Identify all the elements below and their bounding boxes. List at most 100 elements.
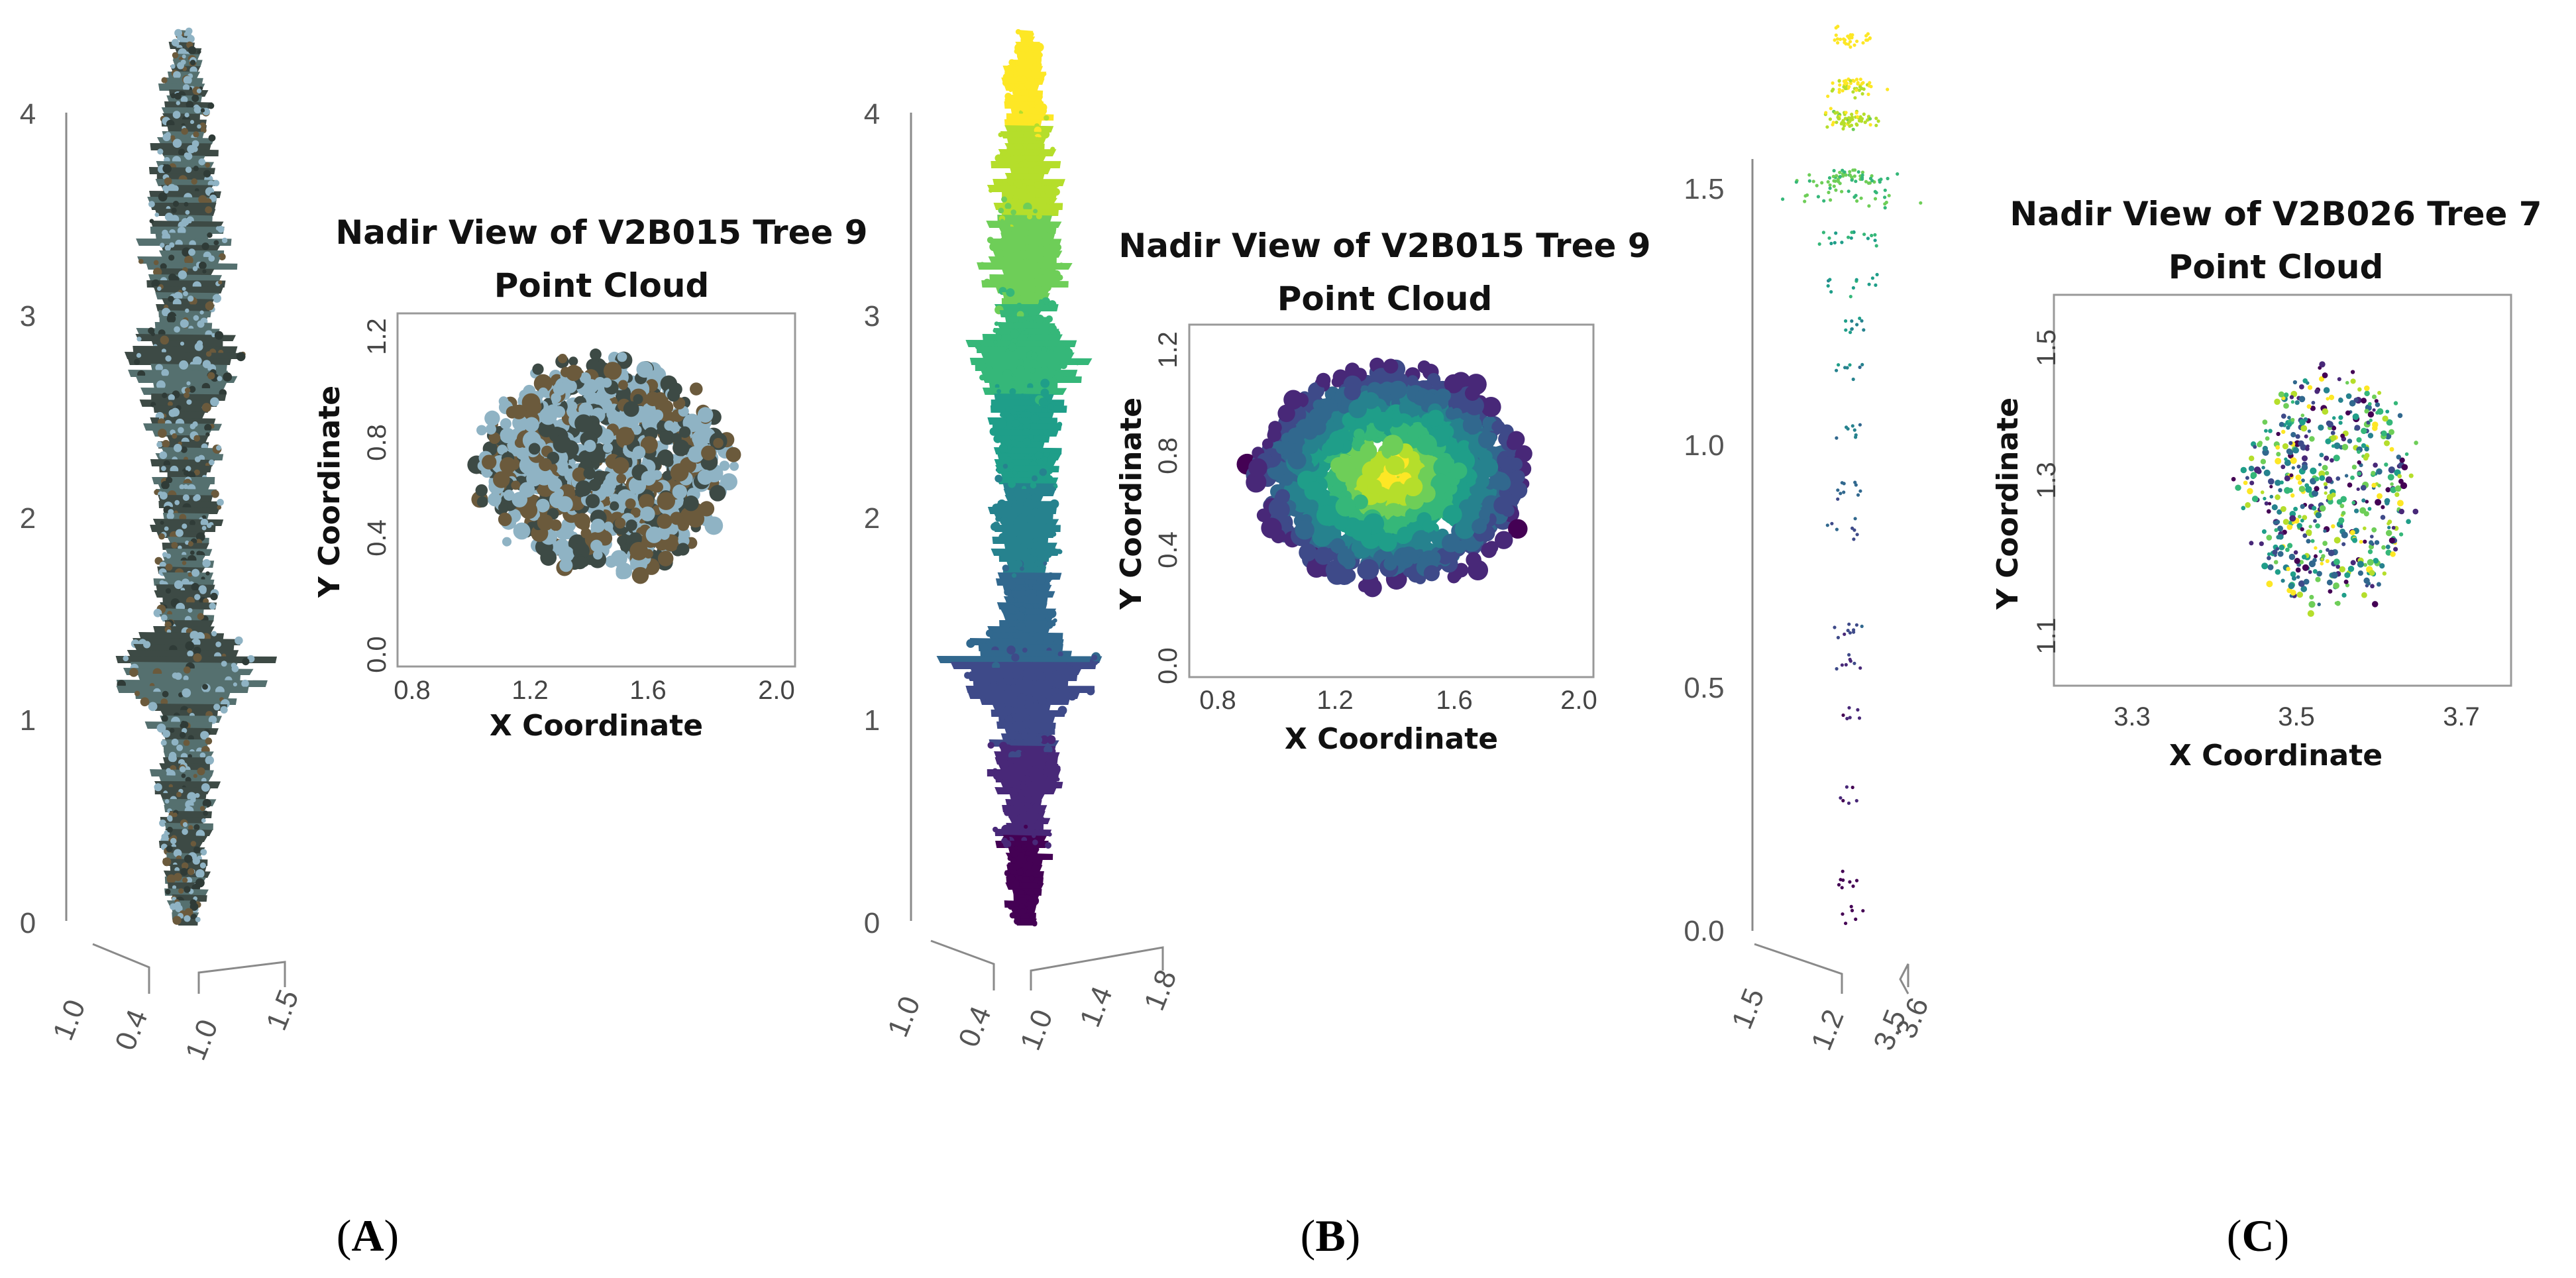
tree-point (235, 636, 243, 645)
tree-point (1887, 193, 1891, 197)
tree-point (182, 828, 188, 835)
nadir-point (2319, 361, 2326, 368)
tree-point (1836, 178, 1840, 182)
tree-point (1025, 869, 1034, 877)
tree-point (1030, 352, 1038, 359)
tree-point (1852, 43, 1856, 47)
tree-point (200, 849, 207, 856)
tree-point (1866, 38, 1870, 42)
nadir-point (2376, 582, 2381, 587)
tree-point (172, 433, 178, 439)
tree-point (1022, 272, 1030, 280)
tree-point (987, 237, 994, 244)
tree-point (1026, 39, 1034, 47)
tree-point (185, 210, 190, 215)
nadir-point (2377, 408, 2384, 415)
tree-point (178, 888, 184, 894)
tree-point (1051, 531, 1057, 537)
tree-point (213, 180, 220, 187)
nadir-point (2338, 517, 2345, 524)
tree-point (1004, 456, 1012, 464)
tree-point (1022, 437, 1031, 446)
tree-point (1850, 231, 1854, 235)
tree-point (1010, 329, 1020, 339)
nadir-point (1400, 546, 1418, 564)
tree-point (1004, 684, 1012, 693)
tree-point (1041, 407, 1047, 414)
tree-point (205, 351, 212, 357)
nadir-point (2331, 524, 2335, 529)
nadir-point (1403, 477, 1423, 497)
nadir-point (1344, 383, 1361, 401)
tree-point (157, 148, 164, 155)
tree-point (1866, 237, 1870, 240)
tree-point (194, 456, 201, 462)
tree-segment (146, 262, 238, 270)
tree-point (1829, 107, 1833, 111)
tree-point (180, 319, 189, 328)
nadir-point (497, 445, 508, 455)
tree-point (1016, 784, 1022, 790)
tree-point (1854, 78, 1859, 81)
tree-segment (158, 501, 222, 508)
tree-point (1830, 521, 1834, 525)
nadir-point (2327, 421, 2334, 428)
tree-point (1030, 367, 1036, 374)
nadir-point (2304, 434, 2308, 439)
tree-point (207, 232, 213, 239)
tree-point (1013, 217, 1022, 226)
tree-point (1007, 462, 1014, 470)
y-tick-label: 0.8 (362, 424, 392, 461)
x-tick-label: 2.0 (1560, 686, 1597, 715)
tree-point (1816, 195, 1820, 199)
tree-point (201, 403, 211, 413)
tree-point (992, 521, 1000, 529)
tree-point (1837, 87, 1841, 91)
tree-point (1001, 778, 1009, 786)
tree-segment (153, 286, 224, 293)
nadir-point (2357, 387, 2362, 392)
nadir-point (704, 516, 724, 535)
nadir-point (2294, 400, 2300, 405)
tree-point (1820, 181, 1824, 185)
tree-point (1012, 523, 1021, 532)
tree-point (202, 559, 211, 568)
tree-point (183, 675, 189, 681)
nadir-point (1319, 409, 1332, 421)
tree-point (202, 798, 211, 808)
nadir-point (610, 550, 627, 567)
tree-point (182, 688, 191, 698)
nadir-point (2301, 554, 2307, 560)
tree-point (1011, 376, 1016, 381)
nadir-point (2390, 551, 2396, 557)
x-tick-label: 0.4 (109, 1005, 154, 1055)
tree-point (170, 837, 177, 845)
tree-point (1840, 240, 1844, 244)
nadir-point (2370, 584, 2375, 589)
tree-point (1010, 857, 1017, 864)
nadir-point (2375, 499, 2382, 506)
tree-point (189, 550, 195, 555)
nadir-point (2368, 540, 2374, 545)
x-axis-line (1754, 943, 1843, 994)
tree-point (1825, 523, 1829, 527)
nadir-point (2338, 415, 2343, 420)
tree-segment (153, 405, 211, 413)
tree-point (1854, 433, 1858, 437)
nadir-point (1305, 500, 1319, 513)
nadir-point (2248, 465, 2255, 472)
tree-point (1828, 183, 1832, 187)
tree-point (172, 52, 179, 59)
tree-point (1826, 94, 1830, 98)
nadir-point (1261, 438, 1273, 450)
nadir-point (2300, 413, 2305, 417)
tree-point (1866, 181, 1870, 185)
tree-point (1023, 795, 1033, 804)
tree-point (1049, 499, 1059, 509)
tree-point (186, 101, 194, 109)
tree-point (170, 64, 176, 69)
tree-point (1008, 343, 1017, 352)
nadir-point (2275, 458, 2282, 464)
nadir-point (512, 415, 528, 431)
tree-point (1033, 541, 1038, 546)
